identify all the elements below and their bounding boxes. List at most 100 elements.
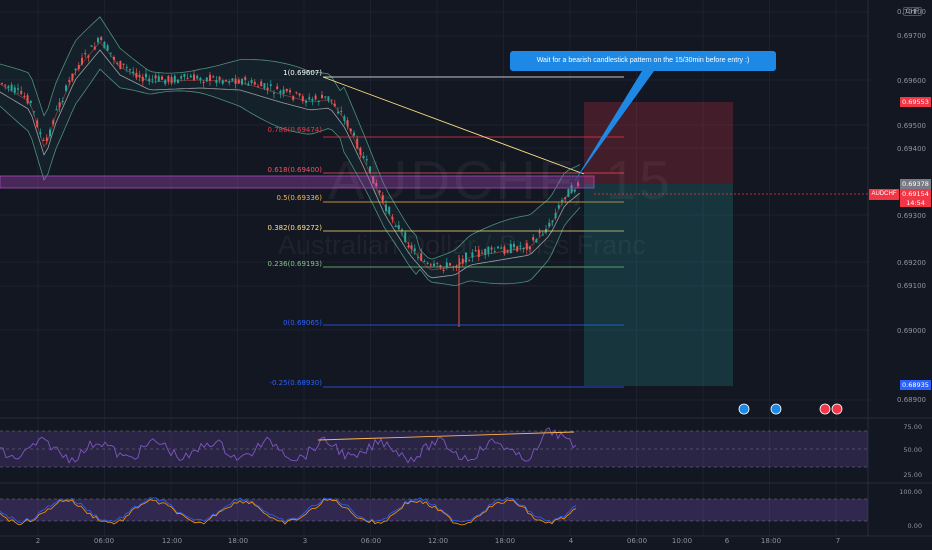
candle-body	[125, 67, 128, 69]
candle-body	[359, 147, 362, 155]
candle-body	[20, 90, 23, 95]
candle-body	[103, 41, 106, 49]
candle-body	[404, 232, 407, 242]
candle-body	[458, 262, 461, 265]
fib-level-label: -0.25(0.68930)	[269, 379, 322, 387]
candle-body	[490, 247, 493, 250]
candle-body	[10, 84, 13, 91]
time-axis-label: 10:00	[671, 537, 693, 545]
candle-body	[327, 96, 330, 101]
candle-body	[231, 78, 234, 81]
candle-body	[90, 45, 93, 47]
economic-event-icon	[738, 403, 750, 415]
candle-body	[577, 182, 579, 186]
candle-body	[570, 184, 573, 193]
candle-body	[106, 45, 109, 51]
candle-body	[410, 245, 413, 249]
candle-body	[212, 76, 215, 78]
candle-body	[276, 86, 279, 90]
bollinger-band-fill	[0, 16, 580, 286]
time-axis-label: 6	[724, 537, 730, 545]
candle-body	[7, 86, 10, 88]
candle-body	[513, 243, 515, 247]
candle-body	[161, 76, 163, 80]
trade-callout[interactable]: Wait for a bearish candlestick pattern o…	[510, 51, 776, 71]
candle-body	[100, 37, 103, 41]
time-axis-label: 12:00	[427, 537, 449, 545]
candle-body	[503, 246, 506, 254]
candle-body	[273, 92, 275, 94]
time-axis-label: 18:00	[227, 537, 249, 545]
candle-body	[484, 249, 487, 255]
candle-body	[340, 110, 343, 112]
time-axis-label: 2	[35, 537, 41, 545]
candle-body	[33, 111, 35, 113]
candle-body	[337, 111, 339, 114]
economic-event-icon	[819, 403, 831, 415]
candle-body	[353, 132, 355, 136]
price-axis-label: 0.69200	[897, 259, 926, 267]
candle-body	[247, 83, 250, 86]
moving-average-grey	[0, 49, 581, 279]
candle-body	[205, 77, 208, 82]
candle-body	[279, 90, 282, 94]
price-tag-entry: 0.69378	[900, 179, 931, 189]
price-axis-label: 0.69600	[897, 77, 926, 85]
candle-body	[269, 84, 272, 86]
candle-body	[189, 75, 192, 78]
time-axis-label: 12:00	[161, 537, 183, 545]
candle-body	[407, 245, 410, 248]
candle-body	[308, 97, 311, 100]
currency-badge[interactable]: CHF	[902, 7, 922, 16]
candle-body	[263, 83, 266, 89]
candle-body	[477, 249, 480, 257]
candle-body	[193, 74, 195, 81]
price-tag-last: 0.69154	[900, 189, 931, 199]
candle-body	[461, 258, 464, 264]
stoch-axis-label: 100.00	[899, 488, 922, 496]
candle-body	[474, 250, 477, 252]
candle-body	[52, 120, 55, 125]
candle-body	[369, 166, 371, 173]
candle-body	[135, 72, 138, 78]
rsi-divergence-line	[317, 431, 575, 441]
fib-level-label: 0(0.69065)	[283, 319, 322, 327]
candle-body	[186, 78, 189, 80]
fib-level-label: 0.236(0.69193)	[267, 260, 322, 268]
candle-body	[372, 176, 375, 184]
stoch-d-line	[0, 498, 577, 526]
candle-body	[26, 95, 29, 104]
candle-body	[497, 246, 499, 249]
candle-body	[548, 222, 551, 227]
candle-body	[74, 68, 77, 71]
candle-body	[426, 262, 429, 264]
candle-body	[148, 78, 151, 82]
rsi-axis-label: 25.00	[903, 471, 922, 479]
candle-body	[295, 92, 298, 94]
candle-body	[321, 94, 323, 99]
candle-body	[39, 132, 42, 135]
candle-body	[58, 102, 61, 108]
price-axis-label: 0.69500	[897, 122, 926, 130]
candle-body	[554, 212, 557, 219]
candle-body	[525, 243, 528, 250]
candle-body	[433, 263, 435, 266]
candle-body	[260, 81, 263, 87]
time-axis-label: 18:00	[494, 537, 516, 545]
candle-body	[202, 82, 205, 84]
candle-body	[68, 80, 71, 82]
fib-level-label: 1(0.69607)	[283, 69, 322, 77]
candle-body	[93, 46, 96, 50]
candle-body	[113, 57, 115, 60]
candle-body	[509, 244, 512, 253]
candle-body	[241, 79, 243, 85]
candle-body	[183, 73, 186, 77]
candle-body	[196, 75, 199, 79]
candle-body	[209, 74, 211, 81]
candle-body	[282, 89, 285, 94]
moving-average-red	[0, 41, 581, 271]
fib-level-label: 0.382(0.69272)	[267, 224, 322, 232]
stop-loss-zone	[584, 102, 733, 184]
candle-body	[301, 96, 304, 102]
